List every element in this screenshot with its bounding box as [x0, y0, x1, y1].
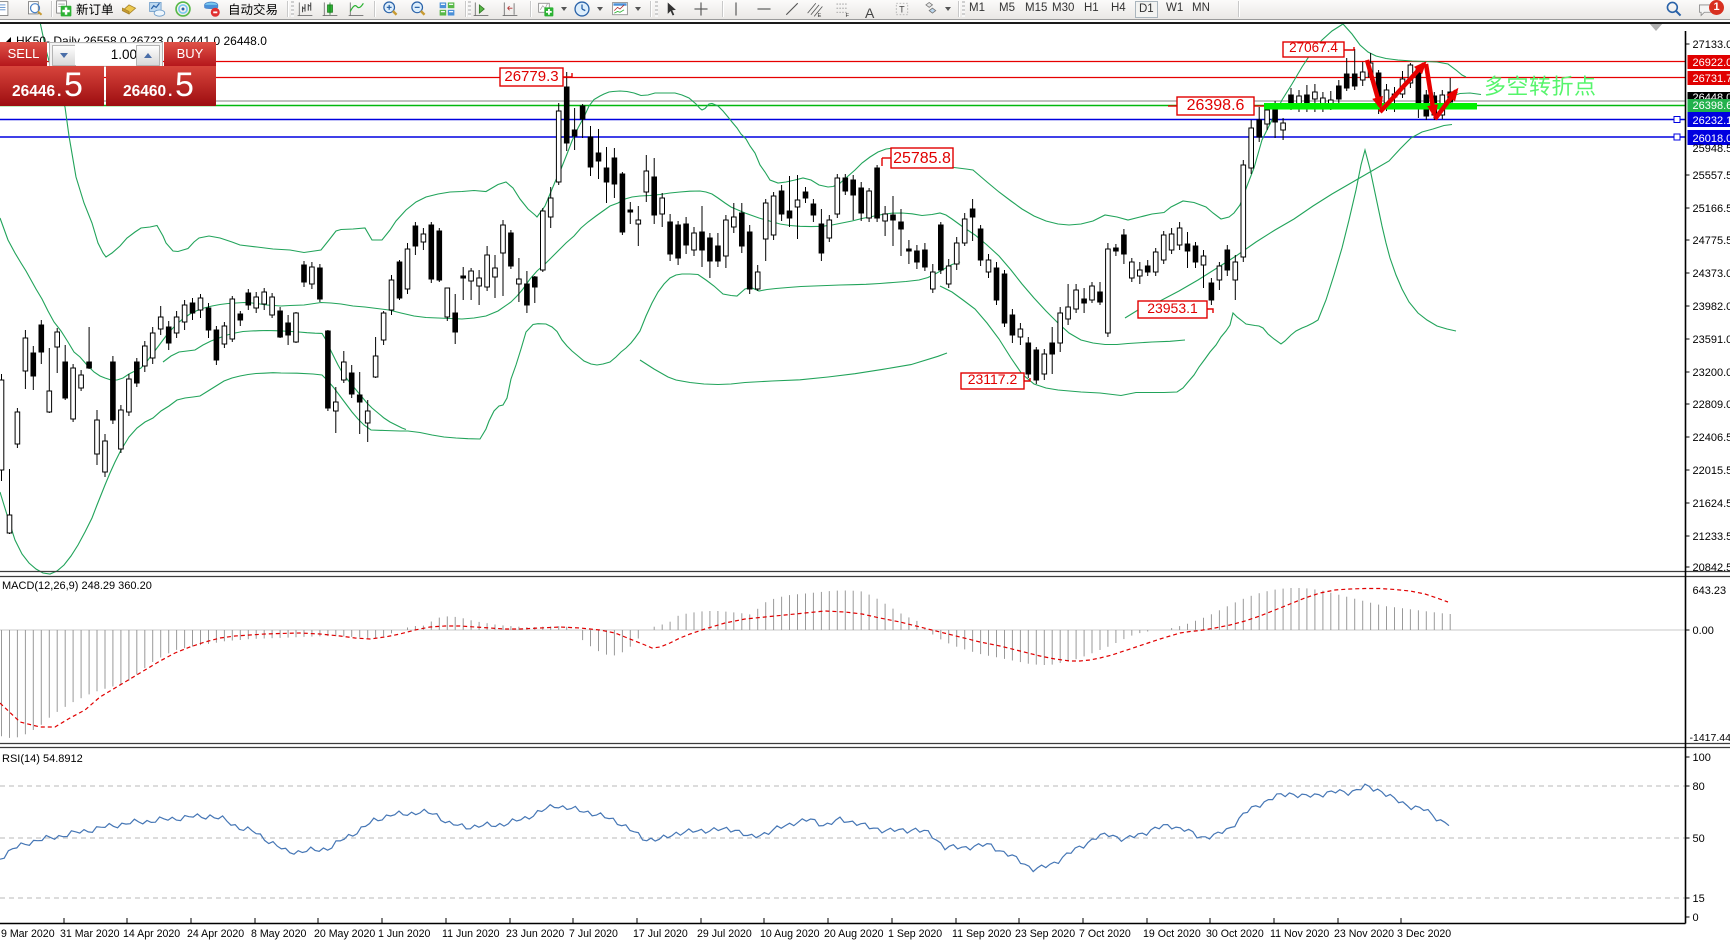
svg-text:23 Sep 2020: 23 Sep 2020: [1015, 928, 1075, 940]
svg-text:3 Dec 2020: 3 Dec 2020: [1397, 928, 1451, 940]
svg-text:9 Mar 2020: 9 Mar 2020: [1, 928, 55, 940]
svg-text:1 Jun 2020: 1 Jun 2020: [378, 928, 431, 940]
svg-text:7 Oct 2020: 7 Oct 2020: [1079, 928, 1131, 940]
svg-text:RSI(14) 54.8912: RSI(14) 54.8912: [2, 753, 83, 765]
svg-text:25557.5: 25557.5: [1693, 170, 1730, 182]
svg-text:23953.1: 23953.1: [1147, 300, 1198, 316]
svg-text:29 Jul 2020: 29 Jul 2020: [697, 928, 752, 940]
svg-text:11 Jun 2020: 11 Jun 2020: [442, 928, 500, 940]
svg-text:8 May 2020: 8 May 2020: [251, 928, 306, 940]
svg-text:27133.0: 27133.0: [1693, 39, 1730, 51]
svg-text:23982.0: 23982.0: [1693, 301, 1730, 313]
svg-text:26018.0: 26018.0: [1693, 133, 1730, 145]
svg-text:100: 100: [1693, 752, 1711, 764]
svg-text:-1417.44: -1417.44: [1690, 732, 1730, 744]
svg-text:T: T: [899, 5, 905, 15]
svg-text:MACD(12,26,9) 248.29 360.20: MACD(12,26,9) 248.29 360.20: [2, 580, 152, 592]
svg-text:23200.0: 23200.0: [1693, 367, 1730, 379]
svg-text:25785.8: 25785.8: [893, 150, 951, 167]
svg-text:11 Sep 2020: 11 Sep 2020: [952, 928, 1011, 940]
svg-text:26232.1: 26232.1: [1693, 115, 1730, 127]
svg-text:F: F: [845, 13, 849, 18]
svg-text:20842.5: 20842.5: [1693, 562, 1730, 574]
svg-text:50: 50: [1693, 833, 1705, 845]
svg-text:25166.5: 25166.5: [1693, 203, 1730, 215]
svg-text:0: 0: [1693, 912, 1699, 924]
svg-text:27067.4: 27067.4: [1289, 40, 1338, 55]
svg-text:80: 80: [1693, 781, 1705, 793]
svg-text:23 Jun 2020: 23 Jun 2020: [506, 928, 564, 940]
svg-text:0.00: 0.00: [1693, 625, 1714, 637]
svg-text:11 Nov 2020: 11 Nov 2020: [1270, 928, 1329, 940]
svg-text:7 Jul 2020: 7 Jul 2020: [569, 928, 618, 940]
svg-text:643.23: 643.23: [1693, 585, 1727, 597]
svg-text:20 Aug 2020: 20 Aug 2020: [824, 928, 884, 940]
svg-text:10 Aug 2020: 10 Aug 2020: [760, 928, 820, 940]
svg-text:31 Mar 2020: 31 Mar 2020: [60, 928, 120, 940]
svg-text:26398.6: 26398.6: [1693, 100, 1730, 112]
svg-text:23 Nov 2020: 23 Nov 2020: [1334, 928, 1394, 940]
svg-text:26398.6: 26398.6: [1187, 97, 1245, 114]
svg-text:22809.0: 22809.0: [1693, 399, 1730, 411]
svg-text:25948.5: 25948.5: [1693, 143, 1730, 155]
svg-text:23591.0: 23591.0: [1693, 334, 1730, 346]
svg-text:23117.2: 23117.2: [968, 371, 1018, 387]
svg-text:19 Oct 2020: 19 Oct 2020: [1143, 928, 1201, 940]
svg-text:14 Apr 2020: 14 Apr 2020: [123, 928, 180, 940]
svg-text:26731.7: 26731.7: [1693, 73, 1730, 85]
svg-text:30 Oct 2020: 30 Oct 2020: [1206, 928, 1264, 940]
svg-text:21624.5: 21624.5: [1693, 498, 1730, 510]
svg-text:E: E: [817, 13, 821, 18]
svg-text:1 Sep 2020: 1 Sep 2020: [888, 928, 942, 940]
svg-text:17 Jul 2020: 17 Jul 2020: [633, 928, 688, 940]
svg-text:20 May 2020: 20 May 2020: [314, 928, 375, 940]
svg-text:26922.0: 26922.0: [1693, 57, 1730, 69]
svg-text:15: 15: [1693, 893, 1705, 905]
svg-text:22406.5: 22406.5: [1693, 432, 1730, 444]
svg-text:21233.5: 21233.5: [1693, 531, 1730, 543]
svg-text:24373.0: 24373.0: [1693, 268, 1730, 280]
svg-text:22015.5: 22015.5: [1693, 465, 1730, 477]
svg-text:24775.5: 24775.5: [1693, 235, 1730, 247]
svg-text:24 Apr 2020: 24 Apr 2020: [187, 928, 244, 940]
svg-text:26779.3: 26779.3: [504, 68, 558, 85]
